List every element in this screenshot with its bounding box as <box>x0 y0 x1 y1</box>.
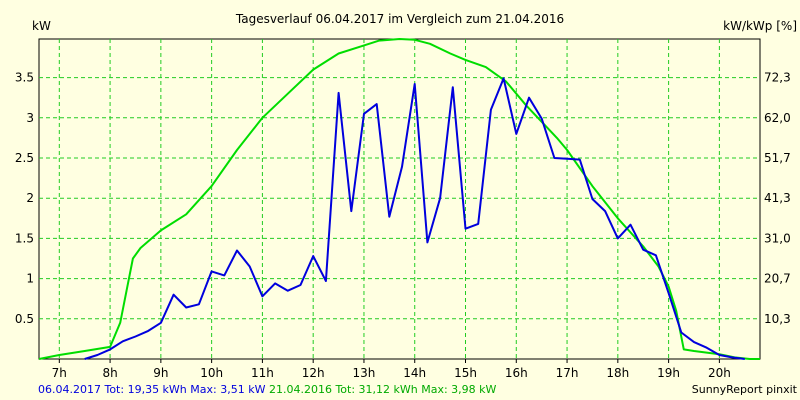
series-lines <box>38 38 760 360</box>
footer-series-2017: 06.04.2017 Tot: 19,35 kWh Max: 3,51 kW <box>38 383 266 396</box>
series-line-06.04.2017 <box>84 77 745 360</box>
x-tick-label: 17h <box>556 366 579 380</box>
chart-title: Tagesverlauf 06.04.2017 im Vergleich zum… <box>235 12 564 26</box>
y-left-tick-label: 2 <box>26 191 34 205</box>
footer-series-2016: 21.04.2016 Tot: 31,12 kWh Max: 3,98 kW <box>265 383 496 396</box>
series-line-21.04.2016 <box>38 38 760 360</box>
x-tick-label: 18h <box>606 366 629 380</box>
tick-labels: 7h 8h 9h 10h 11h 12h 13h 14h 15h 16h 17h 18h 19h 20h 0… <box>15 71 791 380</box>
x-tick-label: 19h <box>657 366 680 380</box>
x-tick-label: 9h <box>153 366 168 380</box>
y-right-tick-label: 41,3 <box>764 191 791 205</box>
x-tick-label: 15h <box>454 366 477 380</box>
y-left-tick-label: 1.5 <box>15 231 34 245</box>
plot-frame <box>38 38 761 360</box>
x-tick-label: 8h <box>102 366 117 380</box>
y-left-tick-label: 2.5 <box>15 151 34 165</box>
y-left-axis-label: kW <box>32 19 51 33</box>
x-tick-label: 11h <box>251 366 274 380</box>
x-tick-label: 20h <box>708 366 731 380</box>
footer-credit: SunnyReport pinxit <box>692 383 798 396</box>
y-left-tick-label: 3.5 <box>15 71 34 85</box>
x-tick-label: 7h <box>52 366 67 380</box>
x-tick-label: 12h <box>302 366 325 380</box>
x-tick-label: 10h <box>200 366 223 380</box>
y-left-tick-label: 3 <box>26 111 34 125</box>
y-right-tick-label: 31,0 <box>764 231 791 245</box>
y-right-axis-label: kW/kWp [%] <box>723 19 797 33</box>
y-right-tick-label: 72,3 <box>764 71 791 85</box>
grid-lines <box>39 39 760 359</box>
y-right-tick-label: 20,7 <box>764 272 791 286</box>
x-tick-label: 14h <box>403 366 426 380</box>
y-right-tick-label: 10,3 <box>764 312 791 326</box>
y-left-tick-label: 1 <box>26 272 34 286</box>
x-tick-label: 16h <box>505 366 528 380</box>
y-right-tick-label: 62,0 <box>764 111 791 125</box>
y-left-tick-label: 0.5 <box>15 312 34 326</box>
y-right-tick-label: 51,7 <box>764 151 791 165</box>
footer-summary: 06.04.2017 Tot: 19,35 kWh Max: 3,51 kW 2… <box>38 383 497 396</box>
x-tick-label: 13h <box>353 366 376 380</box>
